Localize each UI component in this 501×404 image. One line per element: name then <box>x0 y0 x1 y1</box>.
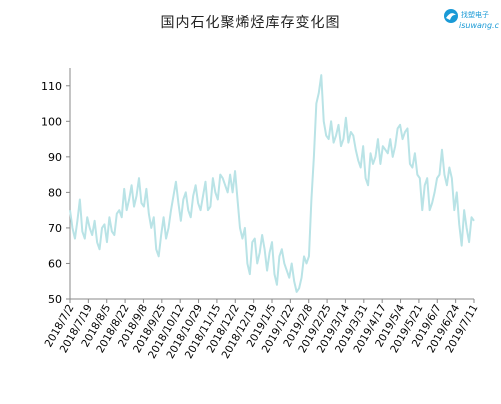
series-line-1 <box>69 74 475 293</box>
y-tick-label: 100 <box>41 115 62 128</box>
y-tick-label: 80 <box>48 186 62 199</box>
series-layer <box>69 74 475 293</box>
brand-logo-swirl <box>446 13 456 20</box>
brand-logo-chinese: 找塑电子 <box>461 10 489 19</box>
chart-title: 国内石化聚烯烃库存变化图 <box>160 15 341 31</box>
brand-logo-url: isuwang.c <box>459 21 500 30</box>
y-tick-label: 50 <box>48 293 62 306</box>
brand-logo: 找塑电子 isuwang.c <box>444 9 500 30</box>
y-tick-label: 60 <box>48 257 62 270</box>
y-tick-label: 90 <box>48 151 62 164</box>
y-axis: 50 60 70 80 90 100 110 <box>41 68 71 306</box>
y-tick-label: 110 <box>41 80 62 93</box>
y-tick-label: 70 <box>48 222 62 235</box>
x-axis: 2018/7/22018/7/192018/8/52018/8/222018/9… <box>43 298 481 361</box>
